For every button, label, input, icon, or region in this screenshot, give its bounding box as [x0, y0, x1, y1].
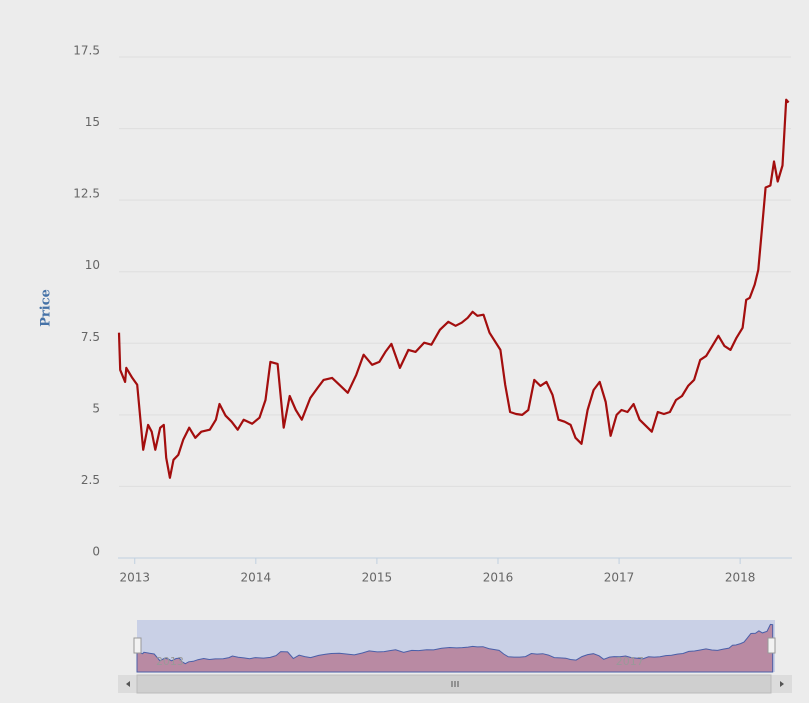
x-tick-label: 2017	[604, 571, 635, 585]
navigator-label: 2013	[156, 655, 184, 668]
x-tick-label: 2018	[725, 571, 756, 585]
navigator-area	[136, 623, 774, 673]
navigator-handle[interactable]	[767, 637, 776, 654]
navigator-handle[interactable]	[133, 637, 142, 654]
navigator[interactable]: 2013 2017	[133, 620, 776, 673]
navigator-label: 2017	[616, 655, 644, 668]
x-tick-label: 2014	[241, 571, 272, 585]
y-tick-label: 5	[92, 401, 100, 415]
y-tick-label: 12.5	[73, 187, 100, 201]
y-axis-label: Price	[39, 289, 54, 327]
x-tick-label: 2016	[483, 571, 514, 585]
y-tick-label: 2.5	[81, 473, 100, 487]
x-tick-label: 2015	[362, 571, 393, 585]
y-tick-label: 15	[85, 115, 100, 129]
y-tick-label: 10	[85, 258, 100, 272]
scroll-grip	[451, 681, 459, 687]
x-tick-label: 2013	[119, 571, 150, 585]
y-tick-label: 0	[92, 545, 100, 559]
y-tick-label: 17.5	[73, 44, 100, 58]
scrollbar-thumb[interactable]	[136, 674, 772, 694]
y-tick-label: 7.5	[81, 330, 100, 344]
price-line	[117, 98, 790, 479]
